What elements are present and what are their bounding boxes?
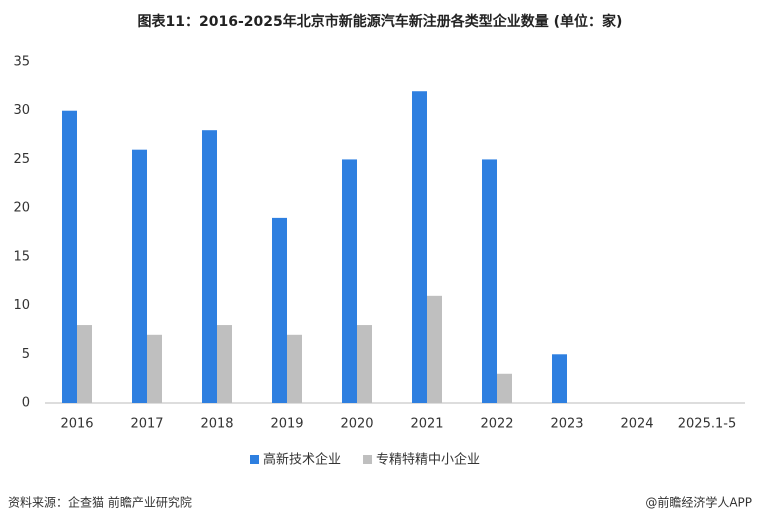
x-tick-label: 2017 bbox=[130, 417, 163, 432]
bar bbox=[132, 149, 147, 403]
bar bbox=[62, 110, 77, 403]
legend-swatch bbox=[250, 455, 259, 464]
credit: @前瞻经济学人APP bbox=[645, 495, 752, 510]
bar bbox=[412, 91, 427, 403]
x-tick-label: 2025.1-5 bbox=[678, 417, 736, 432]
x-tick-label: 2016 bbox=[60, 417, 93, 432]
source: 资料来源：企查猫 前瞻产业研究院 bbox=[8, 495, 192, 510]
y-tick-label: 5 bbox=[22, 347, 30, 362]
bar bbox=[147, 334, 162, 403]
bar bbox=[427, 295, 442, 403]
chart-title: 图表11：2016-2025年北京市新能源汽车新注册各类型企业数量 (单位：家) bbox=[138, 13, 623, 30]
x-tick-label: 2021 bbox=[410, 417, 443, 432]
y-tick-label: 35 bbox=[13, 55, 30, 70]
legend-swatch bbox=[363, 455, 373, 464]
legend-label: 高新技术企业 bbox=[263, 452, 341, 468]
bar bbox=[272, 217, 287, 403]
bar bbox=[77, 325, 92, 403]
bar bbox=[357, 325, 372, 403]
y-tick-label: 25 bbox=[13, 152, 30, 167]
bar bbox=[342, 159, 357, 403]
bar bbox=[202, 130, 217, 403]
bar bbox=[287, 334, 302, 403]
bar bbox=[217, 325, 232, 403]
y-tick-label: 10 bbox=[13, 298, 30, 313]
y-tick-label: 15 bbox=[13, 249, 30, 264]
x-tick-label: 2024 bbox=[620, 417, 653, 432]
x-tick-label: 2019 bbox=[270, 417, 303, 432]
x-tick-label: 2022 bbox=[480, 417, 513, 432]
bar bbox=[482, 159, 497, 403]
legend-label: 专精特精中小企业 bbox=[376, 452, 480, 468]
x-tick-label: 2020 bbox=[340, 417, 373, 432]
y-tick-label: 20 bbox=[13, 201, 30, 216]
bar bbox=[497, 373, 512, 403]
y-tick-label: 30 bbox=[13, 103, 30, 118]
x-tick-label: 2023 bbox=[550, 417, 583, 432]
x-tick-label: 2018 bbox=[200, 417, 233, 432]
y-tick-label: 0 bbox=[22, 396, 30, 411]
bar bbox=[552, 354, 567, 403]
